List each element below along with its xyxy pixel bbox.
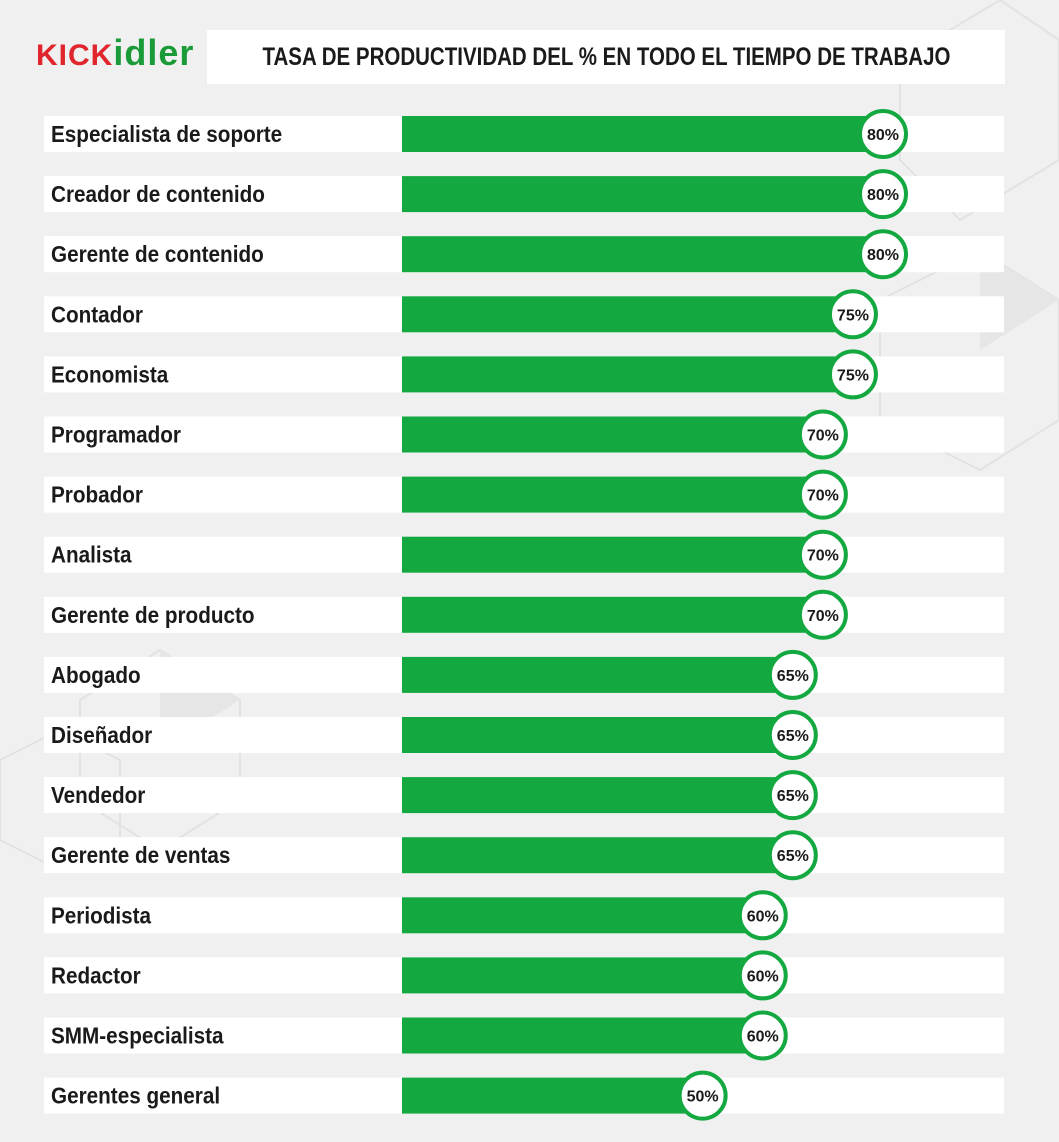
data-label: 80%	[867, 247, 899, 264]
bar	[402, 777, 793, 814]
value-badge	[797, 529, 848, 580]
bar-row: Gerente de producto 70%	[44, 589, 1004, 640]
bar-row: Creador de contenido 80%	[44, 169, 1004, 220]
bar	[402, 296, 853, 333]
bar	[402, 596, 823, 633]
value-badge	[858, 169, 908, 220]
category-label: Programador	[51, 421, 181, 447]
bar	[402, 236, 883, 273]
bar-row: Abogado 65%	[44, 649, 1004, 700]
bar-row: Programador 70%	[44, 409, 1004, 460]
data-label: 70%	[807, 608, 839, 625]
data-label: 65%	[777, 848, 809, 865]
chart-title: TASA DE PRODUCTIVIDAD DEL % EN TODO EL T…	[262, 42, 950, 71]
bar	[402, 656, 793, 693]
logo-idler: idler	[113, 32, 195, 73]
value-badge	[827, 289, 878, 340]
bar	[402, 416, 823, 453]
category-label: Abogado	[51, 662, 141, 688]
value-badge	[677, 1070, 728, 1121]
bar-row: SMM-especialista 60%	[44, 1010, 1004, 1061]
data-label: 60%	[747, 908, 779, 925]
category-label: Contador	[51, 301, 143, 327]
bar-row: Gerente de ventas 65%	[44, 830, 1004, 881]
data-label: 65%	[777, 788, 809, 805]
category-label: Diseñador	[51, 722, 153, 748]
category-label: Gerente de contenido	[51, 241, 264, 267]
data-label: 50%	[687, 1089, 719, 1106]
category-label: Gerente de ventas	[51, 842, 230, 868]
category-label: Gerentes general	[51, 1083, 220, 1109]
bar-row: Diseñador 65%	[44, 710, 1004, 760]
value-badge	[827, 349, 878, 400]
category-label: Gerente de producto	[51, 602, 255, 628]
value-badge	[858, 229, 908, 280]
category-label: SMM-especialista	[51, 1022, 224, 1048]
data-label: 60%	[747, 1029, 779, 1046]
data-label: 65%	[777, 668, 809, 685]
bar	[402, 116, 883, 152]
value-badge	[797, 589, 848, 640]
kickidler-logo: KICK idler	[36, 32, 194, 74]
bar	[402, 1017, 763, 1054]
chart-title-box: TASA DE PRODUCTIVIDAD DEL % EN TODO EL T…	[207, 30, 1005, 84]
value-badge	[767, 830, 818, 881]
bar-row: Probador 70%	[44, 469, 1004, 520]
data-label: 60%	[747, 968, 779, 985]
category-label: Redactor	[51, 962, 141, 988]
bar	[402, 717, 793, 753]
data-label: 75%	[837, 367, 869, 384]
value-badge	[737, 890, 788, 941]
bar-row: Analista 70%	[44, 529, 1004, 580]
value-badge	[767, 770, 818, 821]
data-label: 65%	[777, 728, 809, 745]
bar	[402, 837, 793, 874]
bar-row: Redactor 60%	[44, 950, 1004, 1001]
bar-row: Especialista de soporte 80%	[44, 109, 1004, 159]
value-badge	[797, 409, 848, 460]
bar	[402, 897, 763, 934]
data-label: 80%	[867, 127, 899, 144]
data-label: 75%	[837, 307, 869, 324]
bar	[402, 536, 823, 573]
category-label: Vendedor	[51, 782, 146, 808]
data-label: 70%	[807, 428, 839, 445]
value-badge	[767, 649, 818, 700]
bar	[402, 1077, 703, 1114]
category-label: Probador	[51, 482, 143, 508]
value-badge	[797, 469, 848, 520]
category-label: Periodista	[51, 902, 152, 928]
bar-row: Gerente de contenido 80%	[44, 229, 1004, 280]
bar	[402, 356, 853, 393]
logo-kick: KICK	[36, 39, 114, 72]
data-label: 80%	[867, 187, 899, 204]
data-label: 70%	[807, 548, 839, 565]
bar-row: Vendedor 65%	[44, 770, 1004, 821]
bar	[402, 476, 823, 513]
value-badge	[858, 109, 908, 159]
bar	[402, 176, 883, 213]
bar-row: Contador 75%	[44, 289, 1004, 340]
value-badge	[767, 710, 818, 760]
bar-row: Gerentes general 50%	[44, 1070, 1004, 1121]
category-label: Economista	[51, 361, 169, 387]
bar-row: Economista 75%	[44, 349, 1004, 400]
bar	[402, 957, 763, 994]
category-label: Analista	[51, 542, 132, 568]
data-label: 70%	[807, 488, 839, 505]
value-badge	[737, 950, 788, 1001]
value-badge	[737, 1010, 788, 1061]
bar-row: Periodista 60%	[44, 890, 1004, 941]
category-label: Especialista de soporte	[51, 121, 282, 147]
category-label: Creador de contenido	[51, 181, 265, 207]
